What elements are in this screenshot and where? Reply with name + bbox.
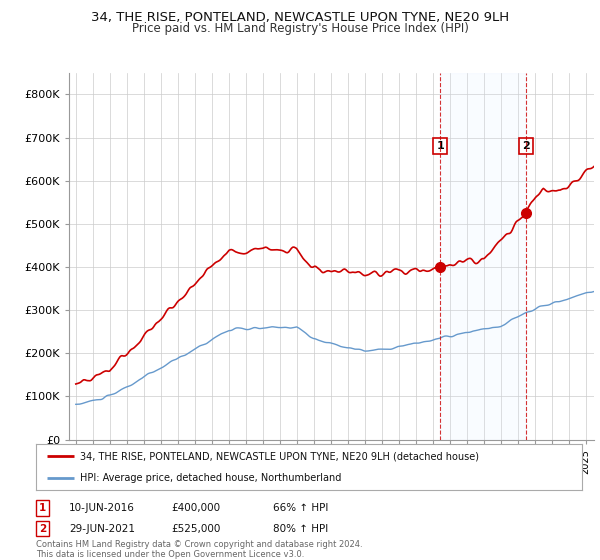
Text: £525,000: £525,000 bbox=[171, 524, 220, 534]
Text: 34, THE RISE, PONTELAND, NEWCASTLE UPON TYNE, NE20 9LH: 34, THE RISE, PONTELAND, NEWCASTLE UPON … bbox=[91, 11, 509, 24]
Text: 1: 1 bbox=[39, 503, 46, 513]
Text: 2: 2 bbox=[39, 524, 46, 534]
Text: Price paid vs. HM Land Registry's House Price Index (HPI): Price paid vs. HM Land Registry's House … bbox=[131, 22, 469, 35]
Text: 2: 2 bbox=[522, 141, 530, 151]
Text: 66% ↑ HPI: 66% ↑ HPI bbox=[273, 503, 328, 513]
Bar bbox=[440, 73, 526, 440]
Text: 80% ↑ HPI: 80% ↑ HPI bbox=[273, 524, 328, 534]
Text: HPI: Average price, detached house, Northumberland: HPI: Average price, detached house, Nort… bbox=[80, 473, 341, 483]
Text: Contains HM Land Registry data © Crown copyright and database right 2024.
This d: Contains HM Land Registry data © Crown c… bbox=[36, 540, 362, 559]
Text: £400,000: £400,000 bbox=[171, 503, 220, 513]
Text: 34, THE RISE, PONTELAND, NEWCASTLE UPON TYNE, NE20 9LH (detached house): 34, THE RISE, PONTELAND, NEWCASTLE UPON … bbox=[80, 451, 479, 461]
Text: 1: 1 bbox=[436, 141, 444, 151]
Text: 29-JUN-2021: 29-JUN-2021 bbox=[69, 524, 135, 534]
Text: 10-JUN-2016: 10-JUN-2016 bbox=[69, 503, 135, 513]
